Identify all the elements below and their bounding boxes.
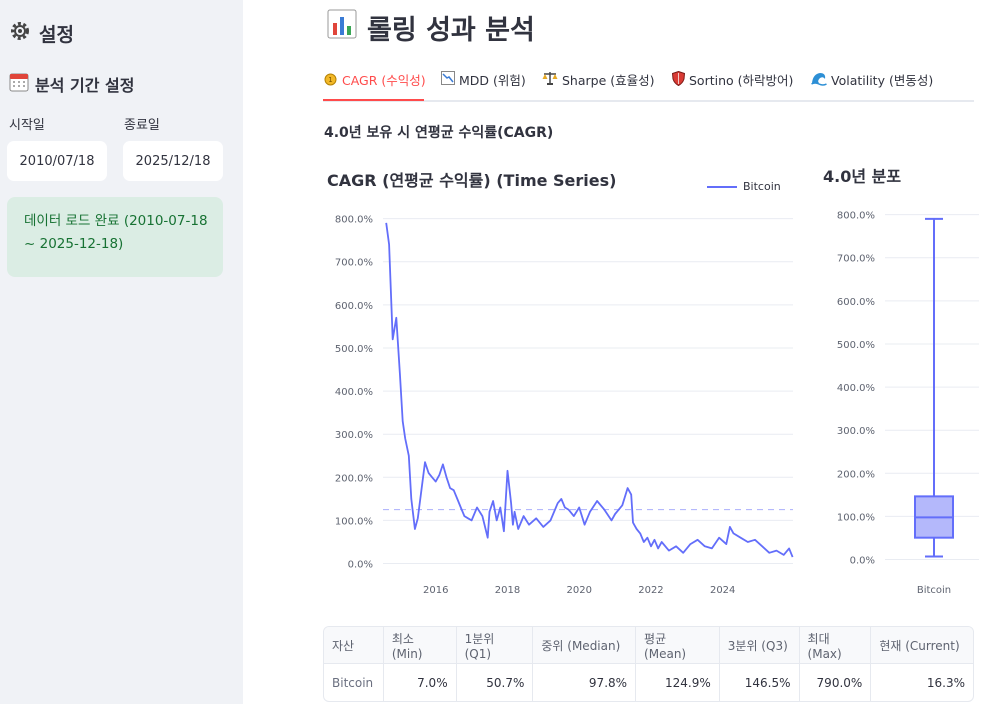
tab-sharpe[interactable]: Sharpe (효율성) [542,70,655,89]
box-y-tick-label: 0.0% [850,556,875,567]
ts-y-tick-label: 700.0% [335,258,373,269]
table-header-cell[interactable]: 3분위 (Q3) [720,627,800,663]
time-series-chart[interactable]: 0.0% 100.0% 200.0% 300.0% 400.0% 500.0% 600.0%… [305,200,805,620]
shield-icon [671,70,686,89]
period-heading-text: 분석 기간 설정 [35,76,135,95]
table-header-cell[interactable]: 평균 (Mean) [636,627,720,663]
table-header-cell[interactable]: 최대 (Max) [800,627,872,663]
table-header-row: 자산 최소 (Min) 1분위 (Q1) 중위 (Median) 평균 (Mean) 3분… [324,627,973,664]
page-title-text: 롤링 성과 분석 [367,15,535,46]
scales-icon [542,71,558,88]
box-y-tick-label: 500.0% [837,340,875,351]
period-heading: 분석 기간 설정 [9,72,134,96]
tab-cagr-label: CAGR (수익성) [342,73,426,88]
gear-icon [9,20,31,47]
sidebar-title-text: 설정 [39,24,74,46]
tab-mdd[interactable]: MDD (위험) [441,70,526,89]
table-cell: 7.0% [384,664,457,701]
table-header-cell[interactable]: 자산 [324,627,384,663]
chart-down-icon [441,71,455,88]
start-date-input[interactable]: 2010/07/18 [7,141,107,181]
box-y-tick-label: 700.0% [837,254,875,265]
tab-sortino[interactable]: Sortino (하락방어) [671,70,794,89]
ts-y-tick-label: 200.0% [335,473,373,484]
tab-sortino-label: Sortino (하락방어) [689,73,794,88]
table-cell: 16.3% [926,675,965,690]
ts-y-tick-label: 0.0% [348,560,373,571]
calendar-icon [9,72,29,96]
ts-x-tick-label: 2018 [495,585,520,596]
wave-icon [811,71,827,89]
tab-sharpe-label: Sharpe (효율성) [562,73,655,88]
table-cell: 124.9% [636,664,720,701]
ts-y-tick-label: 100.0% [335,516,373,527]
table-row: Bitcoin 7.0% 50.7% 97.8% 124.9% 146.5% 790.0% 1… [324,664,973,701]
dist-chart-title: 4.0년 분포 [823,167,902,186]
box-y-tick-label: 300.0% [837,426,875,437]
start-date-label: 시작일 [9,118,45,133]
page-title: 롤링 성과 분석 [327,8,535,47]
table-cell: 790.0% [800,664,872,701]
box-y-tick-label: 200.0% [837,469,875,480]
ts-y-tick-label: 600.0% [335,301,373,312]
end-date-label: 종료일 [124,118,160,133]
legend-label: Bitcoin [743,180,781,193]
tab-cagr[interactable]: 1 CAGR (수익성) [323,70,426,89]
ts-y-tick-label: 500.0% [335,344,373,355]
ts-y-tick-label: 800.0% [335,215,373,226]
table-header-cell[interactable]: 중위 (Median) [533,627,637,663]
box-x-category-label: Bitcoin [917,585,951,596]
data-loaded-alert: 데이터 로드 완료 (2010-07-18 ~ 2025-12-18) [7,197,223,277]
tab-volatility[interactable]: Volatility (변동성) [811,70,933,89]
table-header-cell[interactable]: 1분위 (Q1) [457,627,534,663]
medal-icon: 1 [323,71,338,89]
distribution-box-chart[interactable]: 0.0% 100.0% 200.0% 300.0% 400.0% 500.0% 600.0%… [813,196,981,616]
ts-y-tick-label: 400.0% [335,387,373,398]
legend-swatch [707,185,737,188]
box-y-tick-label: 400.0% [837,383,875,394]
bar-chart-icon [327,9,357,46]
table-cell: 97.8% [533,664,637,701]
ts-x-tick-label: 2020 [566,585,591,596]
sidebar: 설정 분석 기간 설정 시작일 종료일 2010/07/18 2025/12/1… [0,0,243,704]
tab-volatility-label: Volatility (변동성) [831,73,934,88]
ts-x-tick-label: 2024 [710,585,735,596]
ts-legend[interactable]: Bitcoin [707,180,781,193]
end-date-input[interactable]: 2025/12/18 [123,141,223,181]
box-y-tick-label: 600.0% [837,297,875,308]
metric-tabs: 1 CAGR (수익성) MDD (위험) Sharpe (효율성) Sorti… [323,64,974,102]
box-y-tick-label: 100.0% [837,512,875,523]
main-content: 롤링 성과 분석 1 CAGR (수익성) MDD (위험) Sharpe (효… [243,0,981,704]
active-tab-indicator [323,99,424,101]
table-cell: Bitcoin [324,664,384,701]
ts-series-line-bitcoin [385,222,794,558]
ts-x-tick-label: 2016 [423,585,448,596]
sidebar-title: 설정 [9,20,74,47]
section-title: 4.0년 보유 시 연평균 수익률(CAGR) [324,125,554,141]
table-header-cell[interactable]: 현재 (Current) [879,638,960,653]
table-cell: 146.5% [720,664,800,701]
ts-chart-title: CAGR (연평균 수익률) (Time Series) [327,171,617,190]
table-header-cell[interactable]: 최소 (Min) [384,627,457,663]
box-y-tick-label: 800.0% [837,211,875,222]
table-cell: 50.7% [457,664,534,701]
tab-mdd-label: MDD (위험) [459,73,526,88]
ts-x-tick-label: 2022 [638,585,663,596]
stats-table: 자산 최소 (Min) 1분위 (Q1) 중위 (Median) 평균 (Mean) 3분… [323,626,974,702]
ts-y-tick-label: 300.0% [335,430,373,441]
svg-text:1: 1 [328,76,332,84]
